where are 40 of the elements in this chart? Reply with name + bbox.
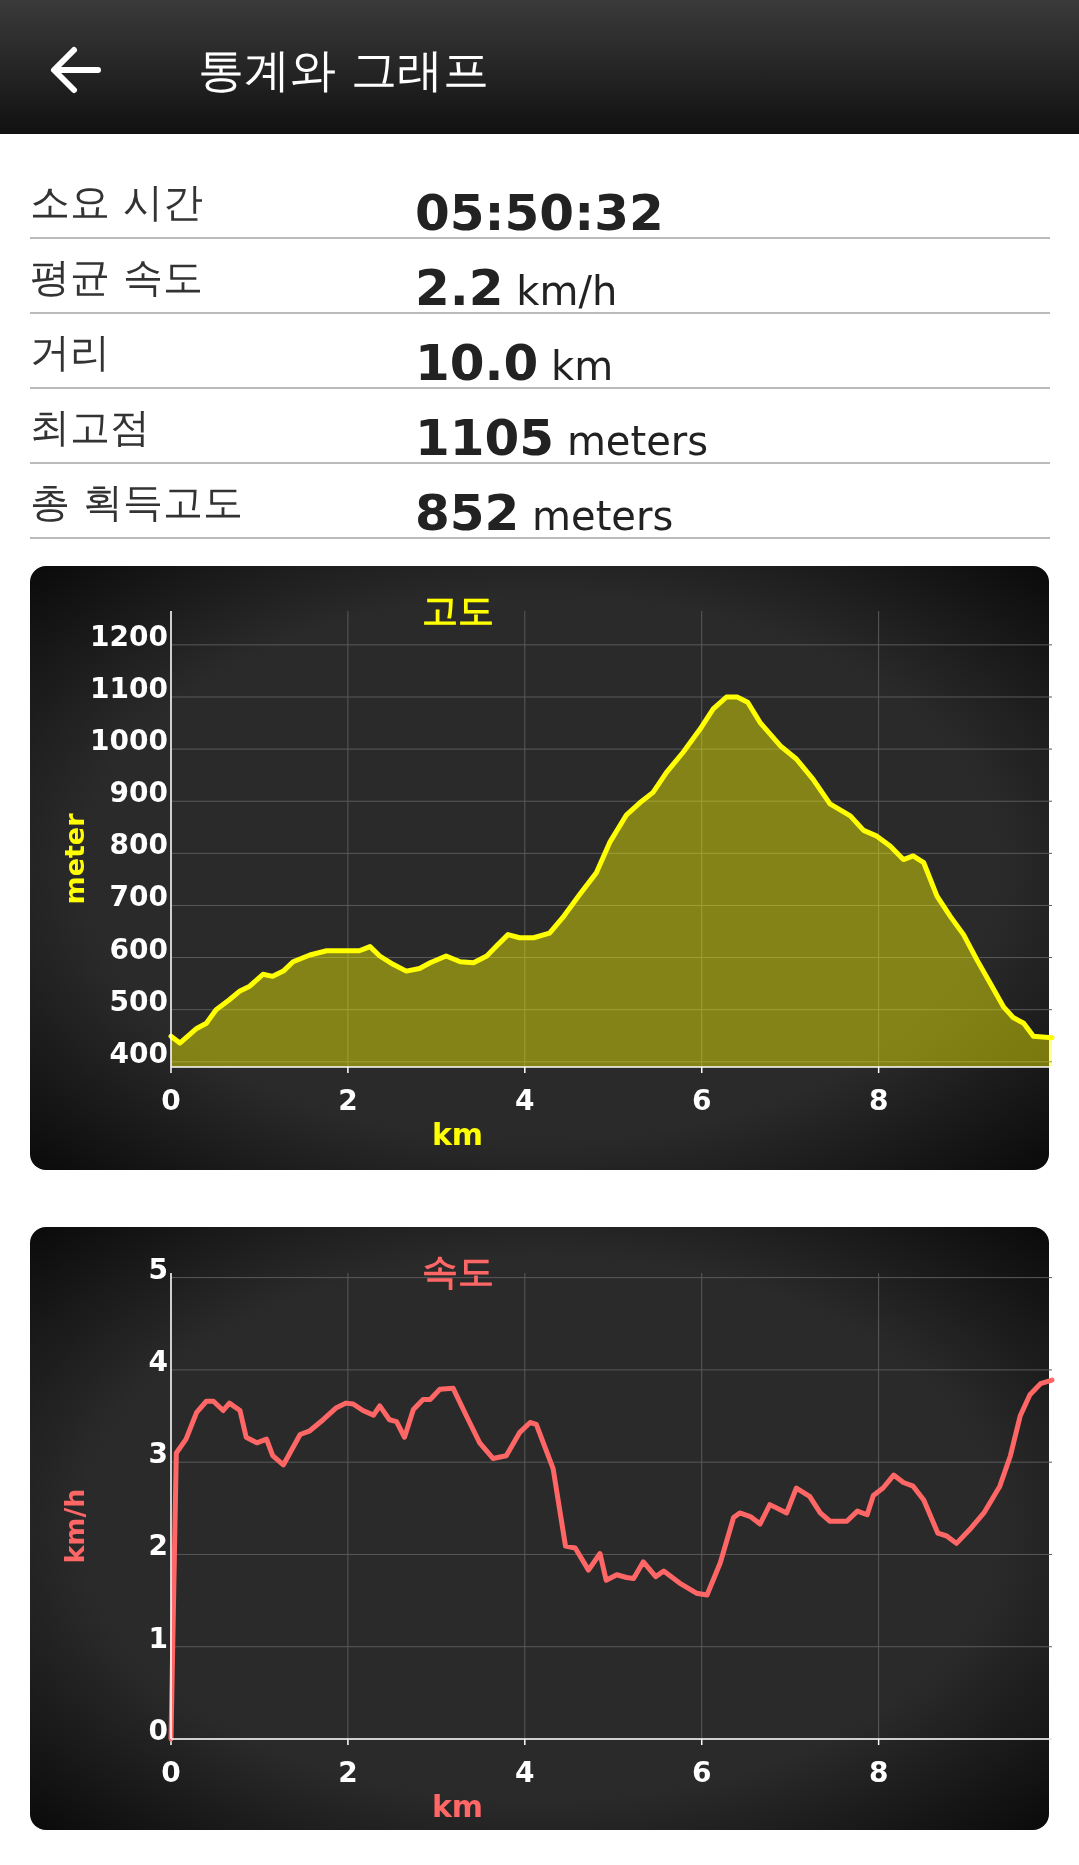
y-tick-label: 700 xyxy=(109,880,168,914)
y-tick-label: 800 xyxy=(109,828,168,862)
y-tick-label: 500 xyxy=(109,984,168,1018)
y-tick-label: 5 xyxy=(148,1252,168,1286)
y-tick-label: 4 xyxy=(148,1344,168,1378)
chart-title: 속도 xyxy=(421,1251,494,1292)
text: 10.0 km xyxy=(415,334,614,392)
x-tick-label: 6 xyxy=(691,1084,712,1117)
y-tick-label: 1 xyxy=(148,1621,168,1655)
text: 05:50:32 xyxy=(415,184,664,242)
y-tick-label: 2 xyxy=(148,1529,168,1563)
y-axis-title: meter xyxy=(59,812,90,905)
chart-title: 고도 xyxy=(421,590,494,631)
y-tick-label: 1200 xyxy=(90,619,168,653)
x-axis-title: km xyxy=(431,1789,484,1824)
x-tick-label: 2 xyxy=(338,1756,358,1789)
x-axis-title: km xyxy=(431,1117,484,1152)
y-tick-label: 0 xyxy=(148,1714,168,1747)
y-tick-label: 600 xyxy=(109,932,168,966)
y-axis-title: km/h xyxy=(59,1488,90,1564)
text: 총 획득고도 xyxy=(30,479,243,525)
y-tick-label: 3 xyxy=(148,1437,168,1471)
x-tick-label: 8 xyxy=(868,1756,889,1789)
text: 1105 meters xyxy=(415,409,709,467)
text: 852 meters xyxy=(415,484,674,542)
text: 2.2 km/h xyxy=(415,259,618,317)
text: 소요 시간 xyxy=(30,179,203,225)
text: 평균 속도 xyxy=(30,254,203,300)
x-tick-label: 4 xyxy=(515,1756,535,1789)
text: 최고점 xyxy=(30,404,150,450)
text: 거리 xyxy=(30,329,110,375)
x-tick-label: 8 xyxy=(868,1084,889,1117)
y-tick-label: 1100 xyxy=(90,671,168,705)
x-tick-label: 6 xyxy=(691,1756,712,1789)
y-tick-label: 400 xyxy=(109,1036,168,1070)
y-tick-label: 900 xyxy=(109,776,168,810)
x-tick-label: 4 xyxy=(515,1084,535,1117)
x-tick-label: 2 xyxy=(338,1084,358,1117)
text: 통계와 그래프 xyxy=(198,43,489,97)
y-tick-label: 1000 xyxy=(90,724,168,758)
